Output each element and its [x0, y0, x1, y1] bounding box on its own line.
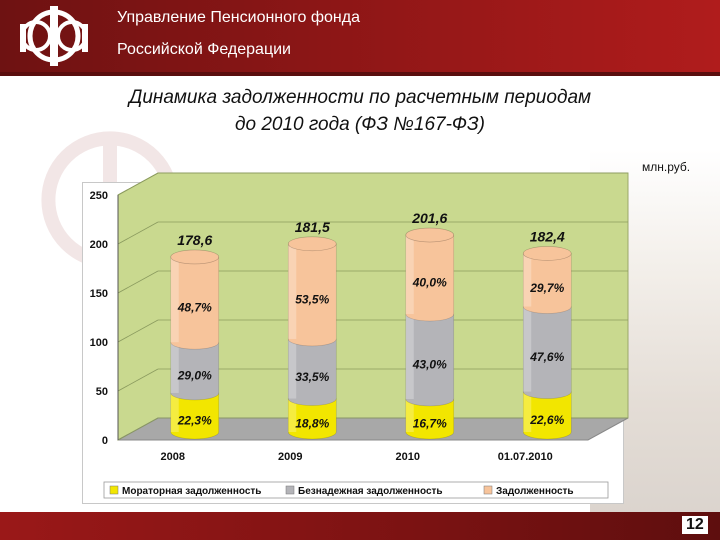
y-tick-label: 0 [102, 435, 108, 447]
segment-percent-label: 43,0% [412, 358, 447, 372]
bar-highlight [405, 235, 414, 315]
gridline-side [117, 270, 159, 294]
y-tick-label: 250 [90, 190, 108, 202]
org-name-line1: Управление Пенсионного фонда [117, 9, 360, 26]
bar-highlight [170, 342, 179, 393]
legend-label: Мораторная задолженность [122, 486, 261, 497]
legend-box [103, 481, 609, 499]
y-tick-label: 150 [90, 288, 108, 300]
legend-label: Задолженность [496, 486, 574, 497]
bar-highlight [405, 399, 414, 432]
segment-percent-label: 29,0% [177, 369, 212, 383]
bar-highlight [523, 306, 532, 392]
bar-highlight [405, 314, 414, 400]
bar-segment [405, 313, 455, 407]
x-category-label: 2008 [161, 451, 185, 463]
total-value-label: 178,6 [177, 232, 212, 248]
bar-segment [287, 243, 337, 347]
bar-segment [170, 392, 220, 440]
bar-segment [522, 253, 572, 314]
legend-label: Безнадежная задолженность [298, 486, 443, 497]
bar-highlight [523, 391, 532, 432]
bar-highlight [288, 398, 297, 432]
header-stripe [0, 72, 720, 76]
page-number: 12 [682, 516, 708, 534]
bar-top-cap [405, 227, 455, 243]
x-category-label: 2009 [278, 451, 302, 463]
segment-percent-label: 33,5% [295, 370, 329, 384]
segment-percent-label: 16,7% [413, 417, 447, 431]
segment-percent-label: 22,6% [529, 413, 564, 427]
bar-segment [287, 338, 337, 406]
unit-label: млн.руб. [642, 160, 691, 174]
bar-top-cap [170, 249, 220, 265]
total-value-label: 201,6 [411, 210, 447, 226]
gridline-side [117, 172, 159, 196]
pfr-logo [20, 6, 88, 66]
org-name-line2: Российской Федерации [117, 41, 291, 58]
bar-top-cap [287, 236, 337, 252]
gridline-side [117, 417, 159, 441]
y-tick-label: 100 [90, 337, 108, 349]
total-value-label: 181,5 [295, 219, 330, 235]
bar-highlight [288, 338, 297, 399]
header-bar: Управление Пенсионного фонда Российской … [0, 0, 720, 72]
bar-highlight [170, 392, 179, 432]
bar-segment [522, 306, 572, 399]
segment-percent-label: 47,6% [529, 350, 564, 364]
segment-percent-label: 18,8% [295, 416, 329, 430]
footer-bar [0, 512, 720, 540]
legend-swatch [285, 485, 295, 495]
slide-title: Динамика задолженности по расчетным пери… [0, 84, 720, 138]
bar-segment [287, 398, 337, 440]
bar-segment [522, 391, 572, 440]
bar-segment [170, 256, 220, 350]
x-category-label: 01.07.2010 [498, 451, 553, 463]
bar-top-cap [522, 246, 572, 261]
bar-highlight [523, 253, 532, 307]
bar-highlight [170, 256, 179, 343]
title-line1: Динамика задолженности по расчетным пери… [128, 87, 592, 108]
bar-segment [170, 341, 220, 401]
legend-swatch [483, 485, 493, 495]
bar-segment [405, 398, 455, 440]
segment-percent-label: 29,7% [529, 281, 564, 295]
segment-percent-label: 40,0% [412, 276, 447, 290]
gridline-side [117, 221, 159, 245]
total-value-label: 182,4 [530, 228, 565, 244]
segment-percent-label: 48,7% [177, 301, 212, 315]
y-tick-label: 50 [96, 386, 108, 398]
segment-percent-label: 53,5% [295, 292, 329, 306]
gridline-side [117, 368, 159, 392]
y-tick-label: 200 [90, 239, 108, 251]
gridline-side [117, 319, 159, 343]
bar-highlight [288, 243, 297, 339]
segment-percent-label: 22,3% [177, 413, 212, 427]
title-line2: до 2010 года (ФЗ №167-ФЗ) [234, 114, 486, 135]
x-category-label: 2010 [396, 451, 420, 463]
bar-segment [405, 234, 455, 322]
legend-swatch [109, 485, 119, 495]
